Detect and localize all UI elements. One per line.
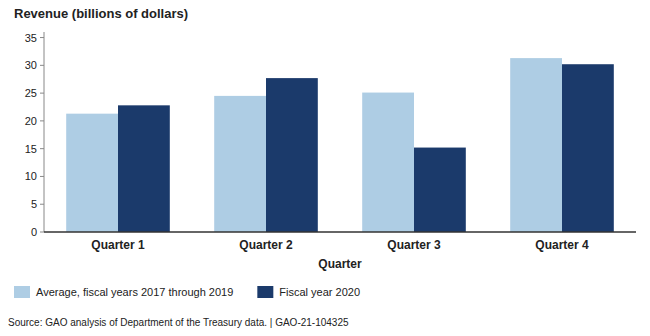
bars — [66, 58, 614, 232]
legend-swatch — [14, 286, 30, 298]
y-tick — [40, 148, 44, 149]
y-tick — [40, 232, 44, 233]
bar — [562, 64, 614, 232]
y-tick — [40, 37, 44, 38]
legend: Average, fiscal years 2017 through 2019 F… — [14, 286, 360, 298]
x-axis-line — [44, 231, 636, 233]
y-tick — [40, 93, 44, 94]
y-tick-label: 35 — [25, 32, 37, 44]
y-tick — [40, 176, 44, 177]
y-tick-label: 10 — [25, 170, 37, 182]
legend-label: Fiscal year 2020 — [279, 286, 360, 298]
bar — [510, 58, 562, 232]
y-tick — [40, 65, 44, 66]
bar — [362, 93, 414, 232]
y-tick-label: 0 — [31, 226, 37, 238]
y-tick-label: 5 — [31, 198, 37, 210]
y-axis-label: Revenue (billions of dollars) — [14, 6, 188, 21]
y-tick — [40, 204, 44, 205]
y-tick-label: 15 — [25, 143, 37, 155]
chart-container: 0 5 10 15 20 25 30 35 Quarter 1 Quarter 2 Quarter … — [0, 0, 650, 336]
y-axis-line — [44, 32, 45, 232]
y-tick-label: 25 — [25, 87, 37, 99]
y-tick-label: 30 — [25, 59, 37, 71]
y-tick — [40, 120, 44, 121]
x-tick-label: Quarter 1 — [91, 238, 145, 252]
bar — [414, 148, 466, 232]
legend-label: Average, fiscal years 2017 through 2019 — [36, 286, 233, 298]
bar — [214, 96, 266, 232]
bar — [118, 105, 170, 232]
x-tick-label: Quarter 3 — [387, 238, 441, 252]
source-note: Source: GAO analysis of Department of th… — [8, 317, 349, 328]
bar — [266, 78, 318, 232]
x-tick-label: Quarter 2 — [239, 238, 293, 252]
legend-swatch — [257, 286, 273, 298]
bar — [66, 114, 118, 232]
x-axis-label: Quarter — [318, 257, 362, 271]
x-tick-label: Quarter 4 — [535, 238, 589, 252]
y-tick-label: 20 — [25, 115, 37, 127]
chart: 0 5 10 15 20 25 30 35 Quarter 1 Quarter 2 Quarter … — [0, 0, 650, 336]
